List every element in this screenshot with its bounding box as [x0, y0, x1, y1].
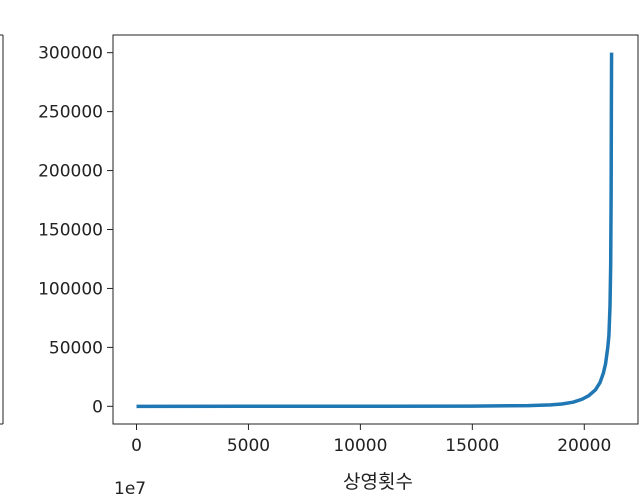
x-axis-label: 상영횟수 — [343, 471, 413, 493]
y-tick-label: 100000 — [38, 279, 103, 299]
y-tick-label: 0 — [92, 397, 103, 417]
y-tick-label: 300000 — [38, 44, 103, 64]
x-tick-label: 5000 — [227, 436, 270, 456]
y-tick-label: 250000 — [38, 103, 103, 123]
x-tick-label: 20000 — [557, 436, 611, 456]
x-tick-label: 15000 — [445, 436, 499, 456]
neighbor-plot-edge — [0, 34, 4, 425]
x-tick-label: 0 — [131, 436, 142, 456]
y-tick-label: 150000 — [38, 221, 103, 241]
y-tick-label: 50000 — [49, 338, 103, 358]
plot-area — [112, 34, 639, 425]
neighbor-offset-label: 1e7 — [114, 479, 146, 497]
y-axis: 0 50000 100000 150000 200000 250000 300000 — [38, 44, 113, 417]
x-axis: 0 5000 10000 15000 20000 — [131, 424, 611, 456]
series-line — [136, 52, 614, 409]
y-tick-label: 200000 — [38, 162, 103, 182]
plot-frame — [112, 34, 639, 425]
x-tick-label: 10000 — [333, 436, 387, 456]
